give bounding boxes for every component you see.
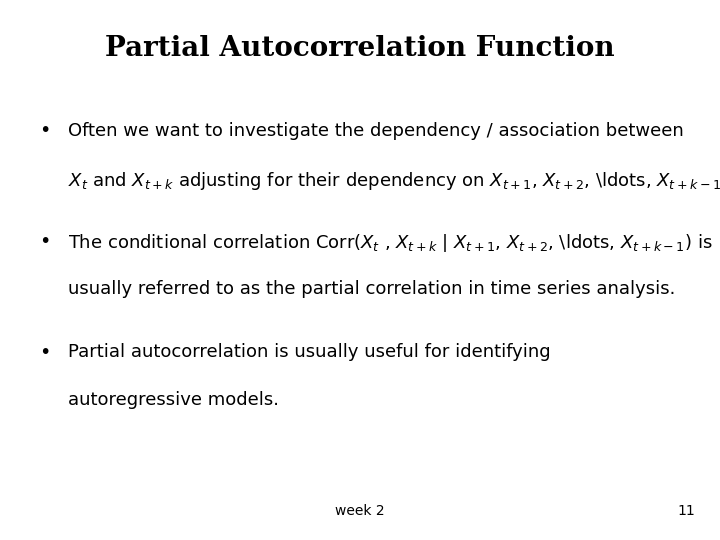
Text: usually referred to as the partial correlation in time series analysis.: usually referred to as the partial corre… (68, 280, 676, 299)
Text: The conditional correlation Corr$(X_t$ , $X_{t+k}$ | $X_{t+1}$, $X_{t+2}$, \ldot: The conditional correlation Corr$(X_t$ ,… (68, 232, 713, 254)
Text: •: • (40, 342, 51, 362)
Text: Partial Autocorrelation Function: Partial Autocorrelation Function (105, 35, 615, 62)
Text: •: • (40, 122, 51, 140)
Text: Partial autocorrelation is usually useful for identifying: Partial autocorrelation is usually usefu… (68, 342, 551, 361)
Text: autoregressive models.: autoregressive models. (68, 391, 279, 409)
Text: •: • (40, 232, 51, 251)
Text: week 2: week 2 (336, 504, 384, 518)
Text: $X_t$ and $X_{t+k}$ adjusting for their dependency on $X_{t+1}$, $X_{t+2}$, \ldo: $X_t$ and $X_{t+k}$ adjusting for their … (68, 170, 720, 192)
Text: Often we want to investigate the dependency / association between: Often we want to investigate the depende… (68, 122, 684, 139)
Text: 11: 11 (677, 504, 695, 518)
